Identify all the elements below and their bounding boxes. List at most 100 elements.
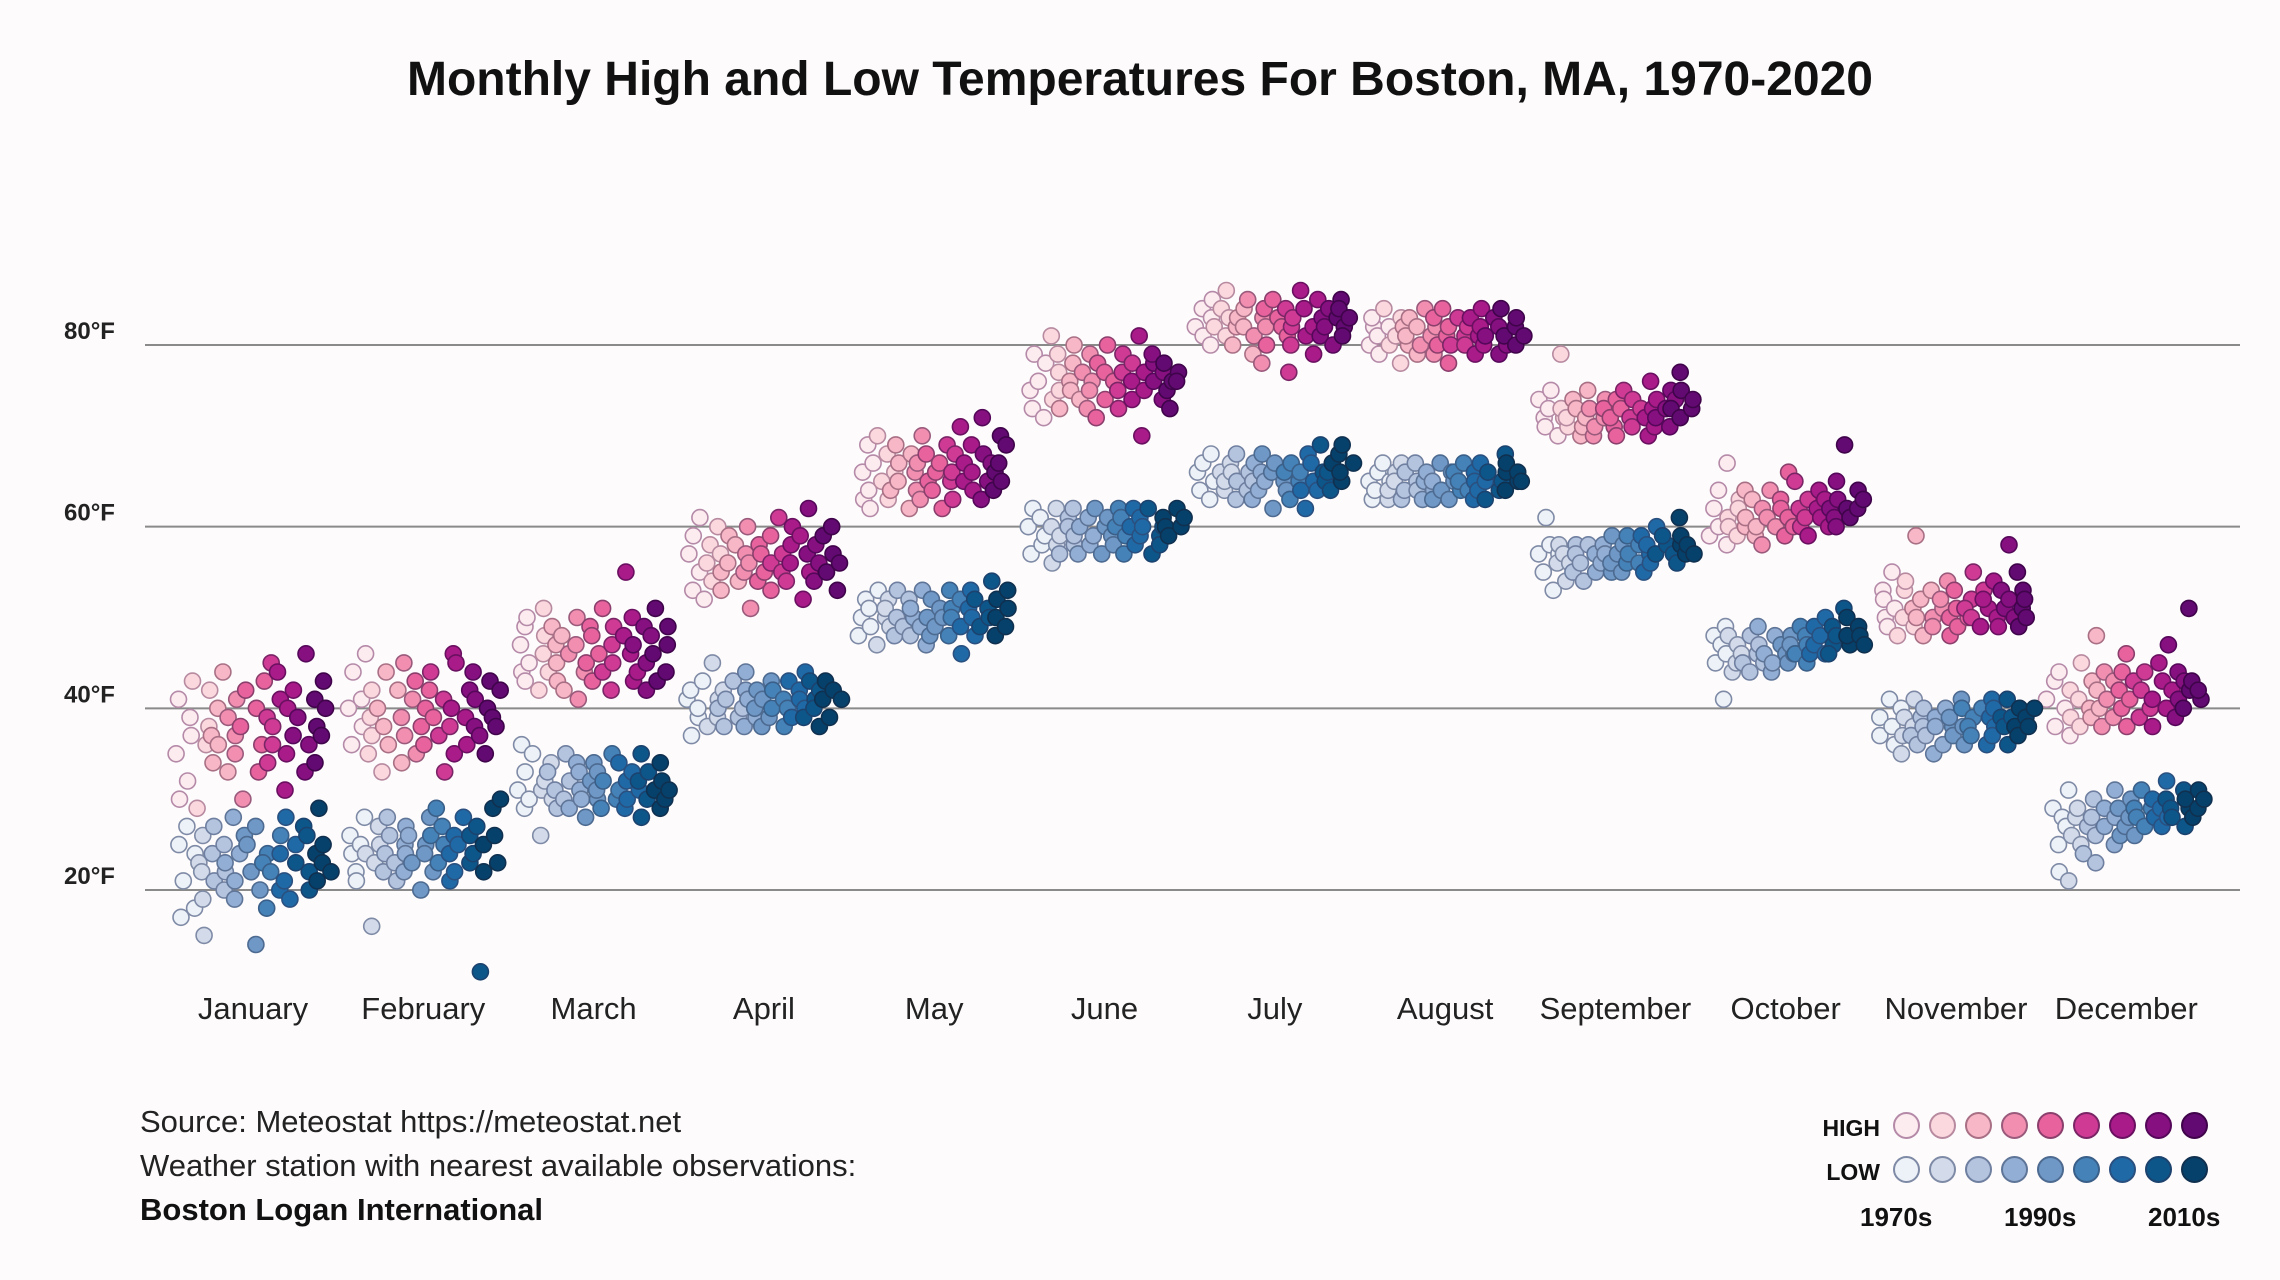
data-point (716, 690, 735, 709)
legend-high-swatch (2001, 1112, 2028, 1139)
data-point (1167, 372, 1186, 391)
y-tick-label: 40°F (64, 681, 115, 708)
data-point (491, 790, 510, 809)
data-point (411, 881, 430, 899)
data-point (1515, 327, 1533, 345)
data-point (695, 590, 714, 609)
data-point (194, 890, 212, 908)
data-point (389, 681, 407, 700)
data-point (246, 817, 265, 836)
data-point (1291, 281, 1310, 300)
data-point (169, 690, 188, 709)
data-point (817, 563, 836, 581)
data-point (1333, 327, 1352, 345)
data-point (576, 808, 595, 827)
data-point (420, 681, 439, 700)
data-point (657, 663, 675, 681)
legend-low-label: LOW (1826, 1159, 1880, 1185)
data-point (178, 772, 197, 790)
data-point (2072, 654, 2091, 672)
data-point (1907, 526, 1925, 545)
data-point (2017, 608, 2035, 627)
data-point (1227, 445, 1246, 463)
data-point (1552, 345, 1570, 363)
data-point (276, 781, 294, 799)
data-point (1914, 699, 1933, 718)
data-point (1050, 399, 1069, 418)
data-point (646, 599, 665, 618)
data-point (1133, 426, 1151, 445)
data-point (930, 454, 949, 472)
data-point (860, 599, 878, 618)
data-point (943, 463, 961, 482)
x-tick-label: February (361, 991, 486, 1026)
legend-high-swatch (2109, 1112, 2136, 1139)
data-point (441, 717, 459, 736)
data-point (476, 744, 495, 763)
data-point (1245, 327, 1263, 345)
data-point (406, 672, 425, 690)
source-line: Source: Meteostat https://meteostat.net (140, 1104, 682, 1139)
data-point (762, 581, 780, 600)
data-point (511, 635, 530, 654)
data-point (378, 808, 397, 827)
data-point (996, 617, 1015, 636)
data-point (1607, 426, 1626, 445)
data-point (1709, 481, 1728, 500)
legend-low-swatch (2109, 1156, 2136, 1183)
data-point (284, 681, 303, 700)
data-point (889, 454, 908, 472)
data-point (593, 599, 612, 618)
data-point (421, 663, 440, 681)
data-point (435, 763, 454, 781)
data-point (1819, 644, 1838, 663)
data-point (693, 672, 712, 690)
data-point (791, 526, 810, 545)
data-point (1311, 436, 1330, 454)
data-point (832, 690, 851, 709)
data-point (1340, 308, 1359, 327)
data-point (962, 436, 981, 454)
data-point (603, 635, 621, 654)
legend-high-swatch (2073, 1112, 2100, 1139)
data-point (805, 572, 823, 591)
data-point (1161, 399, 1179, 418)
data-point (424, 708, 443, 727)
data-point (281, 890, 299, 908)
data-point (602, 681, 620, 700)
data-point (339, 699, 358, 718)
data-point (308, 872, 327, 890)
data-point (741, 599, 760, 618)
data-point (1223, 336, 1242, 354)
data-point (2025, 699, 2044, 718)
x-tick-label: April (733, 991, 795, 1026)
data-point (183, 672, 202, 690)
data-point (1202, 445, 1220, 463)
data-point (226, 872, 244, 890)
data-point (310, 799, 328, 818)
x-tick-label: July (1247, 991, 1303, 1026)
data-point (560, 799, 579, 818)
scatter-plot: 20°F 40°F 60°F 80°F January February March Apr… (64, 281, 2240, 1026)
data-point (445, 744, 464, 763)
data-point (182, 726, 200, 745)
data-point (2120, 690, 2139, 709)
data-point (1036, 354, 1055, 373)
data-point (412, 717, 431, 736)
data-point (703, 654, 722, 672)
data-point (2113, 663, 2131, 681)
data-point (1023, 399, 1042, 418)
data-point (1086, 499, 1104, 518)
data-point (660, 781, 678, 799)
data-point (219, 763, 237, 781)
data-point (1962, 726, 1980, 745)
data-point (1854, 490, 1873, 509)
x-tick-label: May (905, 991, 964, 1026)
data-point (395, 654, 413, 672)
data-point (913, 426, 932, 445)
data-point (277, 744, 296, 763)
data-point (258, 753, 277, 772)
data-point (1363, 308, 1381, 327)
data-point (286, 835, 305, 854)
data-point (2093, 717, 2111, 736)
